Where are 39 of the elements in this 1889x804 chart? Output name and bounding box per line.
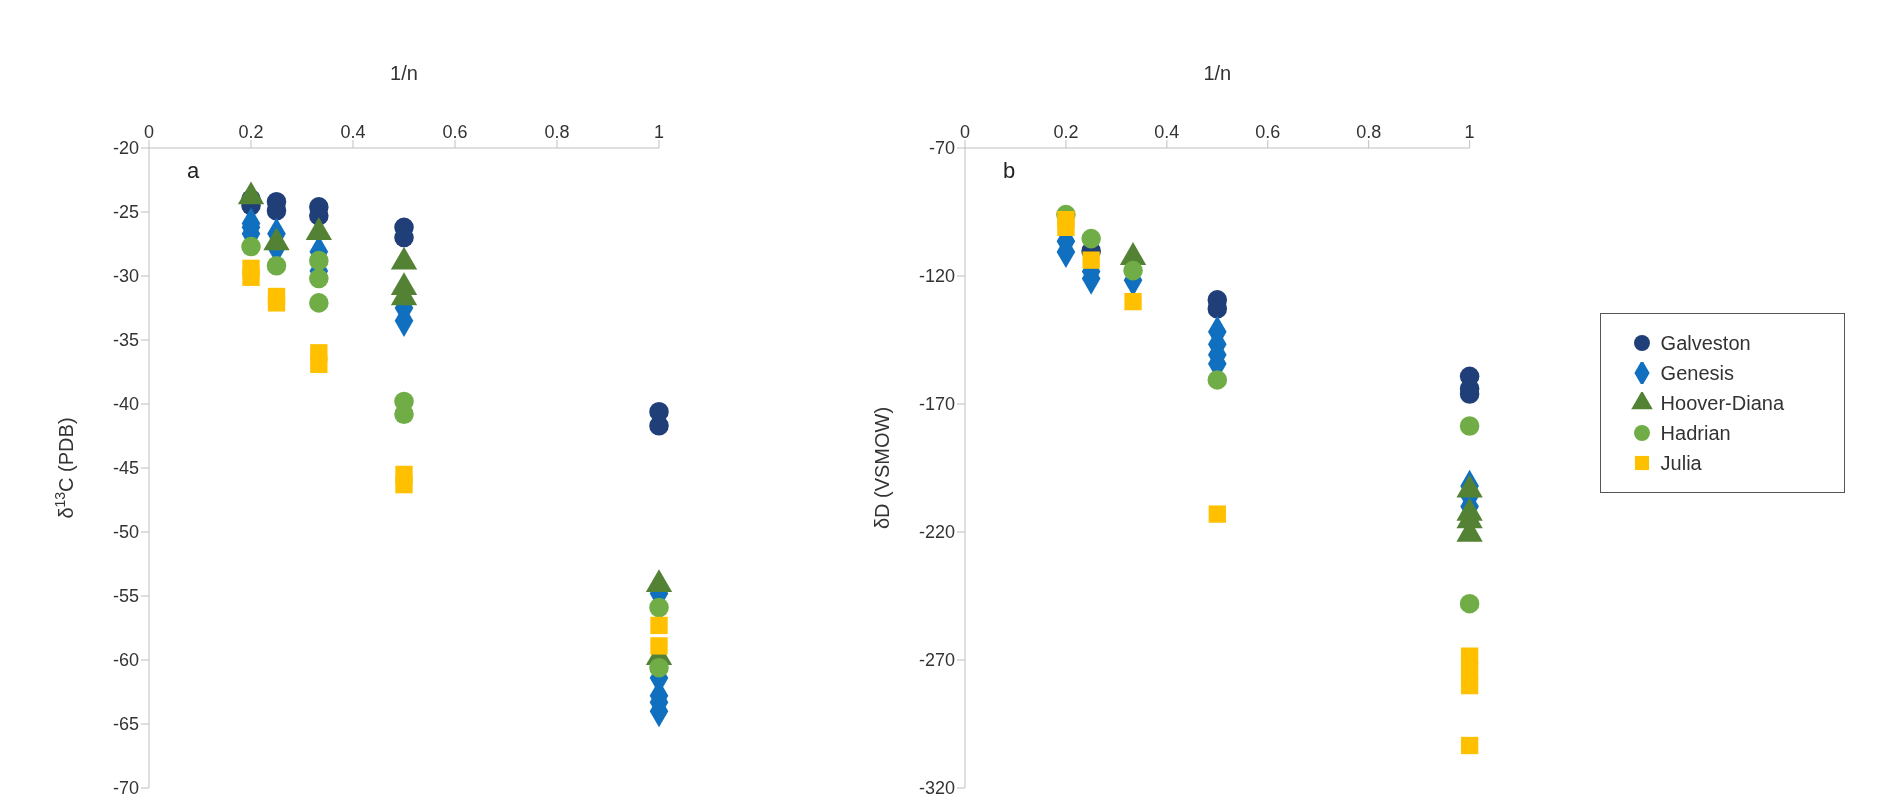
y-tick-label: -70 bbox=[112, 778, 139, 799]
legend-label: Galveston bbox=[1660, 331, 1751, 356]
x-tick-label: 0.8 bbox=[544, 122, 570, 142]
y-tick-label: -270 bbox=[918, 650, 955, 671]
y-tick-label: -50 bbox=[112, 522, 139, 543]
y-tick-label: -70 bbox=[928, 138, 955, 159]
y-tick-label: -170 bbox=[918, 394, 955, 415]
annotation: a bbox=[187, 158, 200, 184]
x-tick-label: 0 bbox=[143, 122, 155, 142]
y-tick-label: -220 bbox=[918, 522, 955, 543]
x-tick-label: 0.2 bbox=[238, 122, 264, 142]
x-tick-label: 0.4 bbox=[1154, 122, 1180, 142]
y-tick-label: -35 bbox=[112, 330, 139, 351]
y-tick-label: -320 bbox=[918, 778, 955, 799]
legend-label: Hadrian bbox=[1660, 421, 1731, 446]
y-tick-label: -20 bbox=[112, 138, 139, 159]
y-tick-label: -40 bbox=[112, 394, 139, 415]
y-tick-label: -120 bbox=[918, 266, 955, 287]
y-tick-label: -60 bbox=[112, 650, 139, 671]
y-tick-label: -25 bbox=[112, 202, 139, 223]
x-axis-title: 1/n bbox=[1203, 62, 1232, 84]
legend-label: Hoover-Diana bbox=[1660, 391, 1784, 416]
x-axis-title: 1/n bbox=[390, 62, 418, 84]
y-tick-label: -30 bbox=[112, 266, 139, 287]
x-tick-label: 0.6 bbox=[1255, 122, 1281, 142]
annotation: b bbox=[1003, 158, 1016, 184]
x-tick-label: 0 bbox=[959, 122, 971, 142]
y-tick-label: -55 bbox=[112, 586, 139, 607]
x-tick-label: 0.4 bbox=[340, 122, 366, 142]
x-tick-label: 1 bbox=[1464, 122, 1475, 142]
x-tick-label: 0.8 bbox=[1356, 122, 1382, 142]
legend-label: Julia bbox=[1660, 451, 1702, 476]
y-tick-label: -45 bbox=[112, 458, 139, 479]
y-tick-label: -65 bbox=[112, 714, 139, 735]
x-tick-label: 1 bbox=[653, 122, 665, 142]
x-tick-label: 0.6 bbox=[442, 122, 468, 142]
x-tick-label: 0.2 bbox=[1053, 122, 1079, 142]
y-axis-title: δD (VSMOW) bbox=[871, 406, 893, 530]
legend-label: Genesis bbox=[1660, 361, 1734, 386]
